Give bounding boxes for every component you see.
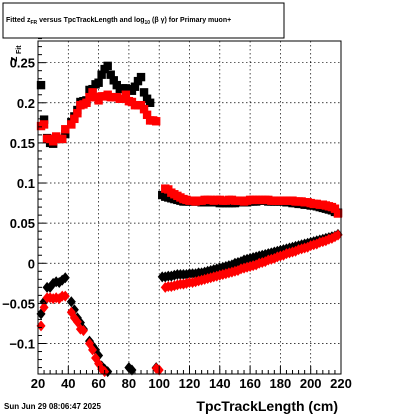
y-tick-label-6: 0.2 — [17, 96, 35, 111]
x-axis-title: TpcTrackLength (cm) — [196, 398, 338, 414]
timestamp: Sun Jun 29 08:06:47 2025 — [4, 402, 101, 411]
chart-title: Fitted zFR versus TpcTrackLength and log… — [6, 17, 231, 26]
x-tick-label-3: 80 — [122, 376, 136, 391]
data-point-s1-8 — [61, 125, 70, 134]
data-point-s3-57 — [333, 209, 343, 218]
series-1 — [36, 88, 161, 146]
y-tick-label-7: 0.25 — [10, 56, 35, 71]
data-point-s5-1 — [39, 301, 49, 313]
series-3 — [161, 184, 343, 218]
y-tick-label-2: 0 — [28, 256, 35, 271]
data-point-s0-8 — [61, 129, 70, 139]
data-point-s4-8 — [60, 272, 70, 284]
data-point-s1-14 — [82, 98, 91, 107]
y-axis-title: z Fit — [8, 45, 23, 62]
x-tick-label-6: 140 — [209, 376, 231, 391]
y-tick-label-4: 0.1 — [17, 176, 35, 191]
x-tick-label-0: 20 — [31, 376, 45, 391]
data-point-s0-23 — [109, 76, 118, 85]
data-point-s3-56 — [330, 204, 340, 213]
data-point-s5-0 — [36, 320, 46, 332]
x-tick-label-9: 200 — [300, 376, 322, 391]
data-point-s5-15 — [88, 344, 98, 356]
data-point-s0-0 — [36, 80, 46, 90]
data-point-s1-9 — [67, 120, 76, 129]
data-point-s0-32 — [136, 72, 146, 82]
data-point-s0-21 — [103, 61, 112, 71]
x-tick-label-7: 160 — [239, 376, 261, 391]
data-point-s0-35 — [145, 98, 155, 107]
data-point-s1-27 — [121, 90, 131, 99]
y-tick-label-5: 0.15 — [10, 136, 35, 151]
y-axis-title-main: z — [8, 56, 20, 62]
data-point-s1-1 — [39, 120, 49, 129]
tick-labels: 20 40 60 80 100 120 140 160 180 200 220 −0.1 −0.05 0 0… — [2, 56, 352, 391]
axes — [37, 38, 342, 375]
x-tick-label-4: 100 — [148, 376, 170, 391]
x-tick-label-5: 120 — [179, 376, 201, 391]
data-point-s4-9 — [66, 296, 76, 308]
data-point-s1-10 — [70, 114, 79, 124]
data-point-s0-22 — [106, 70, 115, 79]
y-tick-label-1: −0.05 — [2, 296, 35, 311]
x-tick-label-8: 180 — [270, 376, 292, 391]
y-axis-title-sub: Fit — [16, 45, 23, 54]
data-point-s5-8 — [60, 290, 70, 302]
data-point-s1-33 — [139, 105, 149, 114]
data-point-s1-34 — [142, 110, 152, 120]
x-tick-label-2: 60 — [91, 376, 105, 391]
data-point-s0-19 — [97, 70, 106, 79]
title-box — [2, 2, 285, 39]
x-tick-label-10: 220 — [330, 376, 352, 391]
x-tick-label-1: 40 — [61, 376, 75, 391]
y-tick-label-0: −0.1 — [9, 337, 35, 352]
y-tick-label-3: 0.05 — [10, 216, 35, 231]
series-5 — [36, 290, 164, 378]
data-point-s1-11 — [73, 109, 82, 118]
data-point-s0-1 — [39, 115, 49, 124]
data-point-s0-33 — [139, 88, 149, 97]
data-point-s5-13 — [78, 325, 88, 337]
data-point-s7-57 — [333, 229, 343, 241]
data-point-s0-18 — [94, 78, 103, 87]
data-point-s0-30 — [130, 82, 140, 91]
data-point-s1-4 — [48, 137, 58, 146]
grid-lines — [38, 41, 341, 374]
series-7 — [160, 229, 343, 293]
data-point-s1-16 — [88, 88, 97, 97]
data-point-s4-22 — [127, 364, 137, 376]
data-point-s1-7 — [58, 134, 67, 144]
data-point-s1-37 — [151, 117, 161, 126]
data-point-s1-15 — [85, 92, 94, 102]
